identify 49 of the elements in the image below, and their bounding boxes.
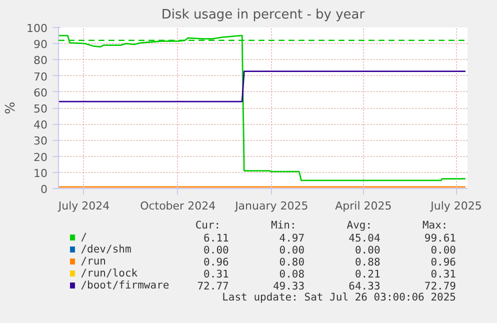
- x-tick-label: July 2024: [57, 200, 110, 212]
- y-tick-label: 100: [26, 22, 48, 35]
- text: 0.00: [354, 244, 380, 256]
- text: 0.21: [354, 268, 380, 280]
- text: 0.88: [354, 256, 380, 268]
- y-tick-label: 60: [34, 86, 48, 100]
- legend-label: /run/lock: [80, 268, 138, 280]
- text: 0.00: [279, 244, 305, 256]
- chart-title: Disk usage in percent - by year: [161, 8, 366, 22]
- text: 64.33: [348, 280, 380, 292]
- legend-label: /: [80, 232, 88, 244]
- text: 72.79: [424, 280, 456, 292]
- text: 0.80: [279, 256, 305, 268]
- text: 0.00: [204, 244, 229, 256]
- text: 0.08: [279, 268, 305, 280]
- text: 0.00: [430, 244, 456, 256]
- y-axis-title: %: [4, 102, 19, 114]
- text: 0.96: [430, 256, 456, 268]
- y-tick-label: 30: [34, 134, 48, 148]
- legend-label: /boot/firmware: [80, 280, 170, 292]
- text: 6.11: [204, 232, 229, 244]
- text: 0.31: [430, 268, 456, 280]
- line-series: [58, 34, 466, 182]
- text: Avg:: [346, 220, 372, 232]
- y-tick-label: 70: [34, 70, 48, 84]
- text: 99.61: [424, 232, 456, 244]
- x-tick-label: July 2025: [430, 200, 482, 212]
- y-tick-label: 20: [34, 150, 48, 164]
- y-tick-label: 10: [34, 166, 48, 180]
- y-tick-label: 40: [34, 118, 48, 132]
- y-tick-label: 80: [34, 54, 48, 68]
- x-tick-label: October 2024: [140, 200, 216, 212]
- text: 0.96: [204, 256, 229, 268]
- legend-label: /dev/shm: [80, 244, 132, 256]
- text: 0.31: [204, 268, 229, 280]
- y-tick-label: 0: [40, 183, 48, 196]
- text: Max:: [422, 220, 448, 232]
- y-tick-label: 50: [34, 102, 48, 116]
- x-tick-label: January 2025: [234, 200, 308, 212]
- text: 49.33: [272, 280, 305, 292]
- text: 72.77: [197, 280, 229, 292]
- text: 45.04: [348, 232, 380, 244]
- text: Last update: Sat Jul 26 03:00:06 2025: [222, 292, 456, 304]
- x-tick-label: April 2025: [335, 200, 392, 212]
- legend-label: /run: [80, 256, 106, 268]
- text: Cur:: [195, 220, 221, 232]
- text: Min:: [271, 220, 296, 232]
- text: 4.97: [279, 232, 305, 244]
- y-tick-label: 90: [34, 38, 48, 52]
